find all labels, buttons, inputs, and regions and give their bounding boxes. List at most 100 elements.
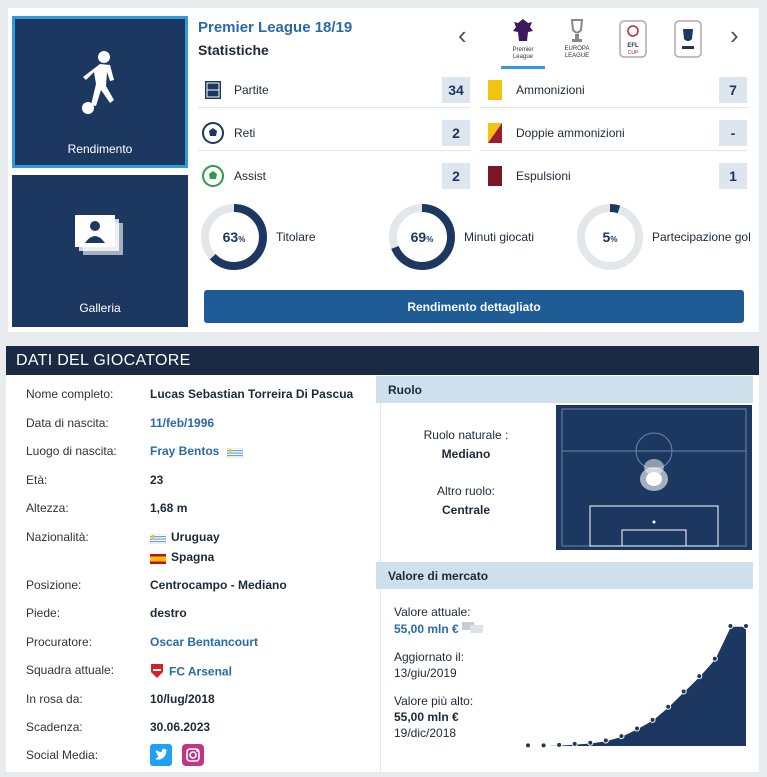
player-info-list: Nome completo: Lucas Sebastian Torreira … xyxy=(6,375,380,772)
premier-league-logo[interactable]: Premier League xyxy=(501,14,545,64)
stat-row-goals: Reti 2 xyxy=(198,115,470,151)
other-role-value: Centrale xyxy=(441,503,491,517)
market-value-point[interactable] xyxy=(665,703,672,710)
performance-tile[interactable]: Rendimento xyxy=(12,16,188,168)
trophy-icon xyxy=(570,19,584,42)
market-value-point[interactable] xyxy=(540,742,547,749)
stat-row-yellow-cards: Ammonizioni 7 xyxy=(480,72,747,108)
market-value-point[interactable] xyxy=(680,688,687,695)
info-value: Centrocampo - Mediano xyxy=(150,578,287,592)
stat-value: - xyxy=(719,119,747,146)
stat-value: 1 xyxy=(719,163,747,189)
current-club-link[interactable]: FC Arsenal xyxy=(150,663,232,682)
efl-badge-icon: EFL CUP xyxy=(619,20,647,58)
twitter-icon[interactable] xyxy=(150,744,172,769)
stat-value: 34 xyxy=(442,76,470,103)
info-row-birth-date: Data di nascita: 11/feb/1996 xyxy=(26,416,214,430)
current-value-link[interactable]: 55,00 mln € xyxy=(394,622,484,637)
gallery-tile-label: Galleria xyxy=(79,301,121,315)
birth-date-link[interactable]: 11/feb/1996 xyxy=(150,416,215,430)
donut-label: Minuti giocati xyxy=(464,230,535,244)
next-competition-arrow[interactable]: › xyxy=(730,20,739,50)
market-value-point[interactable] xyxy=(602,737,609,744)
donut-minutes: 69% Minuti giocati xyxy=(388,203,534,271)
statistics-subtitle: Statistiche xyxy=(198,42,269,58)
info-key: Nome completo: xyxy=(26,387,114,401)
stat-label: Ammonizioni xyxy=(516,82,585,97)
market-value-point[interactable] xyxy=(727,623,734,629)
uruguay-flag-icon xyxy=(149,533,167,545)
info-key: Squadra attuale: xyxy=(26,663,115,677)
europa-league-logo[interactable]: EUROPA LEAGUE xyxy=(555,14,599,64)
detailed-performance-button[interactable]: Rendimento dettagliato xyxy=(204,290,744,323)
efl-cup-logo[interactable]: EFL CUP xyxy=(611,14,655,64)
market-value-point[interactable] xyxy=(711,655,718,662)
birth-place-link[interactable]: Fray Bentos xyxy=(150,444,248,459)
info-key: Nazionalità: xyxy=(26,530,89,544)
market-value-point[interactable] xyxy=(634,725,640,732)
market-value-point[interactable] xyxy=(696,673,703,680)
fa-cup-logo[interactable] xyxy=(666,14,710,64)
market-value-point[interactable] xyxy=(571,740,578,747)
photo-gallery-icon xyxy=(12,215,188,259)
market-value-point[interactable] xyxy=(525,742,531,749)
svg-text:EFL: EFL xyxy=(627,43,639,49)
assist-ball-icon xyxy=(202,165,224,187)
market-value-point[interactable] xyxy=(743,623,749,629)
info-value: Lucas Sebastian Torreira Di Pascua xyxy=(150,387,354,401)
market-value-point[interactable] xyxy=(618,733,625,740)
starter-donut-chart: 63% xyxy=(200,203,268,271)
info-row-nationality: Nazionalità: Uruguay Spagna xyxy=(26,530,220,564)
info-key: In rosa da: xyxy=(26,692,83,706)
previous-competition-arrow[interactable]: ‹ xyxy=(458,20,467,50)
yellow-card-icon xyxy=(484,79,506,101)
comments-icon xyxy=(462,622,484,637)
info-key: Data di nascita: xyxy=(26,416,109,430)
agent-link[interactable]: Oscar Bentancourt xyxy=(150,635,259,649)
info-value: 1,68 m xyxy=(150,501,188,515)
info-row-foot: Piede: destro xyxy=(26,606,187,620)
donut-unit: % xyxy=(610,234,618,244)
updated-value: 13/giu/2019 xyxy=(394,666,457,680)
football-player-icon xyxy=(12,50,188,116)
stat-label: Assist xyxy=(234,169,267,183)
second-yellow-card-icon xyxy=(484,122,506,144)
info-row-position: Posizione: Centrocampo - Mediano xyxy=(26,578,287,592)
market-value-point[interactable] xyxy=(587,739,594,746)
position-pitch-diagram xyxy=(556,405,752,550)
goal-participation-donut-chart: 5% xyxy=(576,203,644,271)
info-row-joined: In rosa da: 10/lug/2018 xyxy=(26,692,215,706)
svg-text:CUP: CUP xyxy=(628,50,639,56)
donut-label: Partecipazione gol xyxy=(652,230,751,244)
gallery-tile[interactable]: Galleria xyxy=(12,175,188,327)
info-row-agent: Procuratore: Oscar Bentancourt xyxy=(26,635,258,649)
current-value-label: Valore attuale: xyxy=(394,605,471,619)
market-value-chart[interactable] xyxy=(520,612,760,752)
market-value-point[interactable] xyxy=(556,741,563,748)
highest-value-date: 19/dic/2018 xyxy=(394,726,457,740)
active-competition-indicator xyxy=(501,66,545,69)
info-value: 10/lug/2018 xyxy=(150,692,215,706)
spain-flag-icon xyxy=(150,553,166,564)
stat-label: Reti xyxy=(234,125,256,140)
nationality-secondary: Spagna xyxy=(171,550,215,564)
market-value-point[interactable] xyxy=(649,716,656,723)
birth-place-text: Fray Bentos xyxy=(150,444,220,458)
info-value: 23 xyxy=(150,473,164,487)
instagram-icon[interactable] xyxy=(182,744,204,769)
stat-label: Doppie ammonizioni xyxy=(516,125,625,140)
stat-row-matches: Partite 34 xyxy=(198,72,470,108)
natural-role-label: Ruolo naturale : xyxy=(423,428,509,442)
uruguay-flag-icon xyxy=(226,447,243,459)
stat-value: 2 xyxy=(442,119,470,146)
competition-title: Premier League 18/19 xyxy=(198,19,353,36)
donut-label: Titolare xyxy=(276,230,316,244)
role-header: Ruolo xyxy=(376,376,753,403)
pitch-icon xyxy=(202,79,224,101)
current-value-text: 55,00 mln € xyxy=(394,622,459,636)
info-key: Altezza: xyxy=(26,501,69,515)
highest-value: 55,00 mln € xyxy=(394,710,459,724)
donut-percent: 69 xyxy=(410,229,427,245)
donut-unit: % xyxy=(238,234,246,244)
market-value-header: Valore di mercato xyxy=(376,562,753,589)
